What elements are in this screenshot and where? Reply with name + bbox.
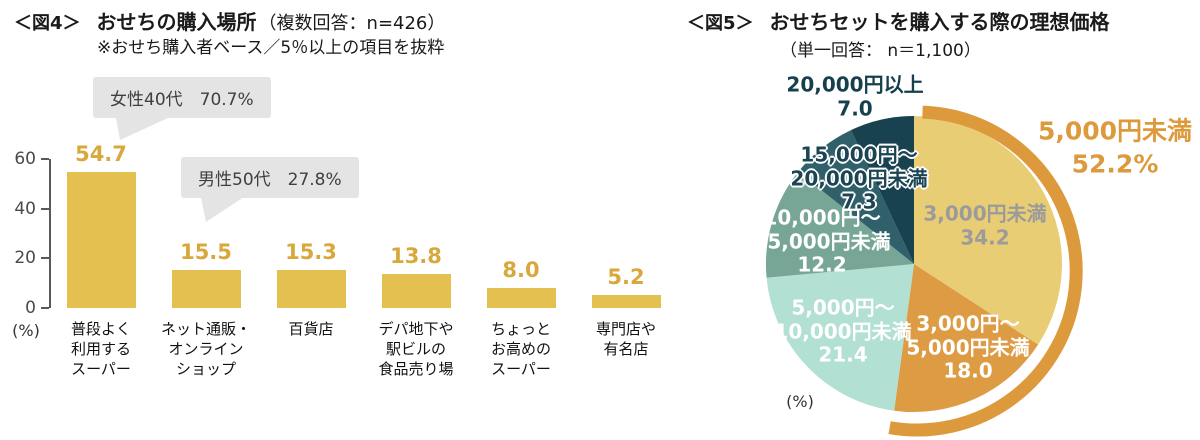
bar-value-4: 8.0 <box>502 258 540 283</box>
y-axis <box>49 159 51 308</box>
pie-highlight-value: 52.2% <box>1071 149 1159 178</box>
pie-slice-4 <box>798 130 914 264</box>
callout-tail <box>116 118 168 140</box>
pie-slice-2 <box>766 264 914 411</box>
pie-slice-label-4: 15,000円～ 20,000円未満 7.3 <box>790 142 928 214</box>
bar-label-3: デパ地下や 駅ビルの 食品売り場 <box>378 320 454 378</box>
pie-slice-3 <box>765 171 914 278</box>
pie-highlight-label: 5,000円未満 52.2% <box>1038 116 1192 181</box>
pie-slice-label-3: 10,000円～ 15,000円未満 12.2 <box>753 205 891 277</box>
figure4-title: おせちの購入場所 <box>96 10 257 34</box>
pie-slice-5 <box>851 116 914 264</box>
bar-1 <box>171 269 241 308</box>
bar-value-5: 5.2 <box>607 265 645 290</box>
callout-tail <box>200 193 250 222</box>
y-tick <box>41 158 49 160</box>
figure4-title-row: ＜図4＞ おせちの購入場所 （複数回答：n=426） <box>14 6 445 35</box>
bar-4 <box>486 288 556 308</box>
pie-slice-1 <box>894 264 1039 413</box>
pie-chart <box>765 105 1083 437</box>
figure5-title: おせちセットを購入する際の理想価格 <box>769 10 1110 34</box>
y-tick <box>41 257 49 260</box>
y-tick-label: 60 <box>14 149 36 169</box>
figure4-note: （複数回答：n=426） <box>258 13 446 34</box>
figure5-tag: ＜図5＞ <box>687 13 754 34</box>
bar-chart-unit-label: (%) <box>12 321 40 340</box>
y-tick-label: 40 <box>14 198 36 219</box>
figure4-tag: ＜図4＞ <box>14 13 81 34</box>
callout-female-40s: 女性40代 70.7% <box>93 77 271 118</box>
pie-slice-label-0: 3,000円未満 34.2 <box>923 201 1047 249</box>
bar-value-3: 13.8 <box>390 243 442 268</box>
pie-slice-label-5: 20,000円以上 7.0 <box>786 72 924 120</box>
pie-slice-0 <box>914 116 1062 345</box>
bar-label-0: 普段よく 利用する スーパー <box>70 320 131 378</box>
y-tick <box>41 207 49 210</box>
bar-chart-plot: 0 20 40 60 54.7 普段よく 利用する スーパー 15.5 ネット通販・ オンライン ショ… <box>14 142 661 378</box>
pie-slice-label-1: 3,000円～ 5,000円未満 18.0 <box>906 311 1030 383</box>
figure5-subtitle: （単一回答： n＝1,100） <box>780 41 981 61</box>
y-tick <box>41 307 49 309</box>
figure5-title-row: ＜図5＞ おせちセットを購入する際の理想価格 <box>687 6 1110 35</box>
bar-2 <box>276 270 346 308</box>
pie-chart-unit-label: (%) <box>786 392 814 411</box>
bar-label-2: 百貨店 <box>288 320 334 338</box>
bar-0 <box>66 172 136 308</box>
callout-male-50s: 男性50代 27.8% <box>181 157 359 198</box>
figure4-bar-chart-section: ＜図4＞ おせちの購入場所 （複数回答：n=426） ※おせち購入者ベース／5％… <box>12 6 661 378</box>
pie-slice-label-2: 5,000円～ 10,000円未満 21.4 <box>774 295 912 367</box>
bar-3 <box>381 273 451 308</box>
bar-value-2: 15.3 <box>285 240 337 264</box>
bar-value-0: 54.7 <box>75 142 127 167</box>
pie-highlight-arc <box>888 105 1083 437</box>
figure5-pie-chart-section: ＜図5＞ おせちセットを購入する際の理想価格 （単一回答： n＝1,100） 3… <box>680 0 1200 440</box>
figure4-subtitle: ※おせち購入者ベース／5％以上の項目を抜粋 <box>97 38 445 58</box>
bar-label-5: 専門店や 有名店 <box>595 320 656 358</box>
bar-label-4: ちょっと お高めの スーパー <box>490 320 551 378</box>
pie-highlight-title: 5,000円未満 <box>1037 116 1193 146</box>
bar-5 <box>591 295 661 308</box>
y-tick-label: 0 <box>25 298 36 318</box>
y-tick-label: 20 <box>14 248 36 269</box>
bar-value-1: 15.5 <box>180 239 232 264</box>
bar-label-1: ネット通販・ オンライン ショップ <box>160 320 251 378</box>
